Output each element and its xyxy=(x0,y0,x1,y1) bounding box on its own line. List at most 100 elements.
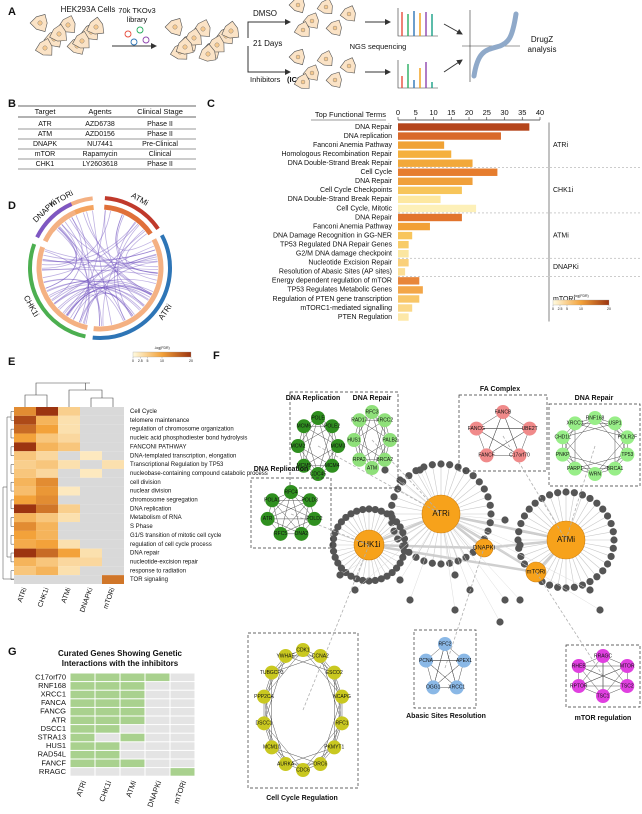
column-label: ATMi xyxy=(61,587,73,605)
satellite-node xyxy=(454,557,462,565)
bar xyxy=(398,132,501,140)
gene-node xyxy=(296,458,311,473)
panel-label: A xyxy=(8,6,16,18)
heatmap-cell xyxy=(80,513,102,523)
bar xyxy=(398,186,462,195)
network-edge xyxy=(535,571,604,677)
interaction-cell xyxy=(145,750,170,759)
chord xyxy=(43,278,133,317)
network-edge xyxy=(444,643,457,688)
heatmap-cell xyxy=(14,486,36,496)
category-label: Cell Cycle xyxy=(360,169,392,176)
heatmap-cell xyxy=(102,415,124,425)
cell-nucleus xyxy=(172,24,178,30)
satellite-node xyxy=(578,491,587,499)
interaction-cell xyxy=(120,725,145,733)
heatmap-cell xyxy=(80,495,102,505)
satellite-node xyxy=(371,576,379,585)
virus xyxy=(124,30,132,38)
network-edge xyxy=(302,649,343,697)
interaction-cell xyxy=(95,725,120,733)
gene-node xyxy=(620,679,635,693)
interaction-cell xyxy=(120,682,145,690)
chord xyxy=(49,284,144,307)
heatmap-cell xyxy=(80,566,102,576)
chord xyxy=(46,279,154,293)
satellite-node xyxy=(554,489,562,497)
chord xyxy=(44,249,158,264)
network-edge xyxy=(280,500,310,534)
satellite-node xyxy=(428,559,436,567)
gene-node xyxy=(479,448,494,463)
cell-nucleus xyxy=(323,56,329,62)
gene-label: FANCB xyxy=(495,409,512,415)
satellite-node xyxy=(501,596,509,604)
heatmap-cell xyxy=(14,495,36,505)
bar xyxy=(398,177,473,185)
interaction-cell xyxy=(170,768,195,776)
gene-label: XRCC2 xyxy=(376,418,393,424)
panel-label: D xyxy=(8,200,16,212)
colorbar-tick-label: 10 xyxy=(160,359,164,363)
satellite-node xyxy=(607,552,615,561)
heatmap-cell xyxy=(58,451,80,461)
gene-label: TUBGCP3 xyxy=(260,670,284,676)
category-label: Regulation of PTEN gene transcription xyxy=(273,296,393,303)
bar xyxy=(398,268,406,276)
column-label: CHK1i xyxy=(97,779,113,803)
gene-label: RRAGC xyxy=(594,653,612,659)
row-label: DNA replication xyxy=(130,506,171,512)
network-edge xyxy=(486,428,530,456)
interaction-cell xyxy=(70,682,95,690)
hub-label: mTORi xyxy=(527,570,546,576)
chord xyxy=(104,210,145,307)
satellite-node xyxy=(383,510,391,518)
heatmap-cell xyxy=(102,557,124,567)
interaction-cell xyxy=(95,673,120,682)
inner-ring xyxy=(104,204,153,236)
satellite-node xyxy=(365,505,373,513)
table-cell: AZD6738 xyxy=(85,121,115,128)
heatmap-cell xyxy=(14,539,36,549)
heatmap-cell xyxy=(102,566,124,576)
gene-label: PKMYT1 xyxy=(324,745,344,751)
heatmap-cell xyxy=(58,477,80,487)
row-label: nucleic acid phosphodiester bond hydroly… xyxy=(130,436,247,442)
cluster-title: DNA Repair xyxy=(353,395,392,402)
interaction-cell xyxy=(170,759,195,768)
heatmap-cell xyxy=(80,433,102,443)
gene-label: RFC2 xyxy=(438,641,451,647)
network-edge xyxy=(339,513,442,576)
cell-nucleus xyxy=(37,20,43,26)
gene-node xyxy=(325,458,340,473)
satellite-node xyxy=(342,568,350,577)
network-edge xyxy=(290,513,370,546)
interaction-cell xyxy=(170,682,195,690)
satellite-node xyxy=(446,461,454,469)
heatmap-cell xyxy=(80,486,102,496)
heatmap-cell xyxy=(14,407,36,416)
heatmap-cell xyxy=(36,407,58,416)
gene-node xyxy=(588,411,602,425)
chord xyxy=(64,230,146,315)
row-label: TOR signaling xyxy=(130,577,168,583)
heatmap-cell xyxy=(58,522,80,531)
gene-label: UBE2T xyxy=(522,426,538,432)
satellite-node xyxy=(359,576,367,585)
satellite-node xyxy=(520,560,529,568)
cell-nucleus xyxy=(309,70,315,76)
gene-node xyxy=(620,659,635,673)
chord xyxy=(43,249,156,261)
interaction-cell xyxy=(70,673,95,682)
table-cell: AZD0156 xyxy=(85,131,115,138)
satellite-node xyxy=(501,516,509,524)
satellite-node xyxy=(383,572,391,580)
cluster-title: Cell Cycle Regulation xyxy=(266,795,338,802)
satellite-node xyxy=(562,584,570,592)
gene-label: RFC3 xyxy=(365,409,378,415)
column-label: ATRi xyxy=(74,779,88,798)
satellite-node xyxy=(562,488,570,496)
satellite-node xyxy=(390,527,398,535)
interaction-cell xyxy=(145,759,170,768)
gene-node xyxy=(620,447,635,462)
